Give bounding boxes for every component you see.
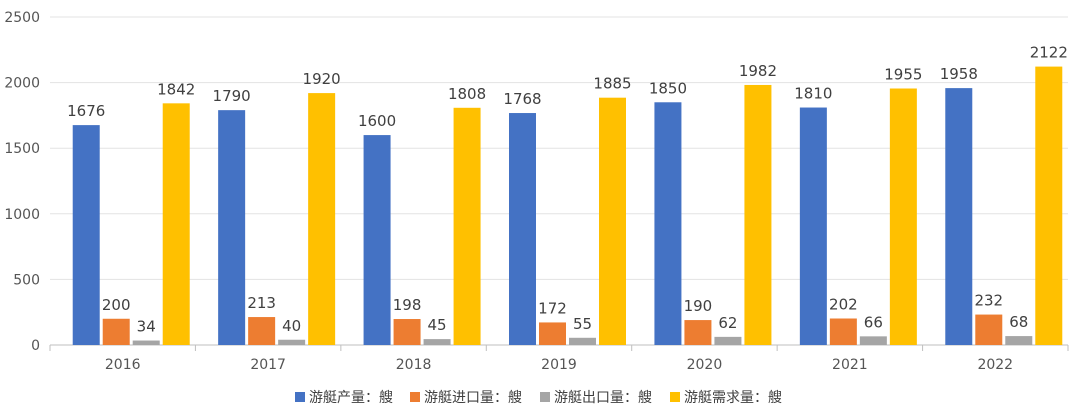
bar — [889, 88, 917, 345]
data-label: 1810 — [794, 85, 832, 103]
legend-swatch — [670, 392, 680, 402]
y-tick-label: 1000 — [4, 207, 40, 223]
data-label: 200 — [102, 296, 131, 314]
legend-label: 游艇出口量：艘 — [554, 390, 652, 406]
bar — [569, 337, 596, 345]
data-label: 198 — [393, 296, 422, 314]
x-tick-label: 2019 — [541, 357, 577, 373]
data-label: 1768 — [503, 90, 541, 108]
bar — [859, 336, 887, 345]
bars — [72, 66, 1063, 346]
bar — [453, 107, 481, 345]
data-label: 1958 — [940, 65, 978, 83]
bar — [509, 113, 536, 346]
data-label: 1850 — [649, 79, 687, 97]
data-label: 1676 — [67, 102, 105, 120]
data-label: 1982 — [739, 62, 777, 80]
legend-swatch — [410, 392, 420, 402]
x-tick-label: 2021 — [832, 357, 868, 373]
data-label: 1955 — [884, 66, 922, 84]
bar — [162, 103, 190, 346]
y-tick-label: 0 — [31, 338, 40, 354]
x-tick-label: 2022 — [977, 357, 1013, 373]
bar — [248, 317, 276, 345]
bar — [423, 339, 451, 345]
legend-label: 游艇进口量：艘 — [424, 390, 522, 406]
bar — [714, 336, 742, 345]
y-tick-label: 2000 — [4, 76, 40, 92]
data-label: 2122 — [1030, 44, 1068, 62]
bar — [799, 107, 827, 345]
legend-swatch — [540, 392, 550, 402]
legend-label: 游艇产量：艘 — [309, 390, 393, 406]
bar — [539, 322, 566, 345]
data-label: 1600 — [358, 112, 396, 130]
legend-label: 游艇需求量：艘 — [684, 390, 782, 406]
data-label: 1808 — [448, 85, 486, 103]
bar — [132, 340, 160, 345]
data-labels: 1676 200 34 1842 1790 213 40 1920 1600 198 45 1808 1… — [67, 44, 1068, 336]
bar — [975, 314, 1003, 345]
data-label: 62 — [718, 314, 737, 332]
data-label: 40 — [282, 317, 301, 335]
bar — [278, 339, 306, 345]
data-label: 1842 — [157, 80, 195, 98]
bar — [744, 84, 772, 345]
data-label: 66 — [864, 313, 883, 331]
data-label: 1920 — [303, 70, 341, 88]
data-label: 232 — [974, 292, 1003, 310]
bar — [102, 318, 130, 345]
y-tick-label: 2500 — [4, 10, 40, 26]
data-label: 45 — [428, 316, 447, 334]
legend: 游艇产量：艘 游艇进口量：艘 游艇出口量：艘 游艇需求量：艘 — [295, 390, 782, 406]
data-label: 55 — [573, 315, 592, 333]
y-tick-label: 500 — [13, 272, 40, 288]
data-label: 1885 — [593, 75, 631, 93]
bar — [654, 102, 682, 345]
x-tick-label: 2017 — [250, 357, 286, 373]
data-label: 34 — [137, 318, 156, 336]
data-label: 202 — [829, 295, 858, 313]
bar — [308, 93, 336, 345]
y-tick-label: 1500 — [4, 141, 40, 157]
data-label: 213 — [247, 294, 276, 312]
bar — [945, 88, 973, 345]
data-label: 68 — [1009, 313, 1028, 331]
data-label: 190 — [684, 297, 713, 315]
bar — [72, 125, 100, 346]
bar — [393, 319, 421, 345]
x-tick-label: 2016 — [105, 357, 141, 373]
bar — [1005, 336, 1033, 345]
x-tick-label: 2020 — [687, 357, 723, 373]
x-tick-label: 2018 — [396, 357, 432, 373]
bar — [363, 135, 391, 345]
legend-swatch — [295, 392, 305, 402]
bar — [829, 318, 857, 345]
bar — [599, 97, 626, 345]
bar — [218, 110, 246, 345]
bar — [684, 320, 712, 345]
bar — [1035, 66, 1063, 345]
data-label: 1790 — [213, 87, 251, 105]
data-label: 172 — [538, 299, 567, 317]
